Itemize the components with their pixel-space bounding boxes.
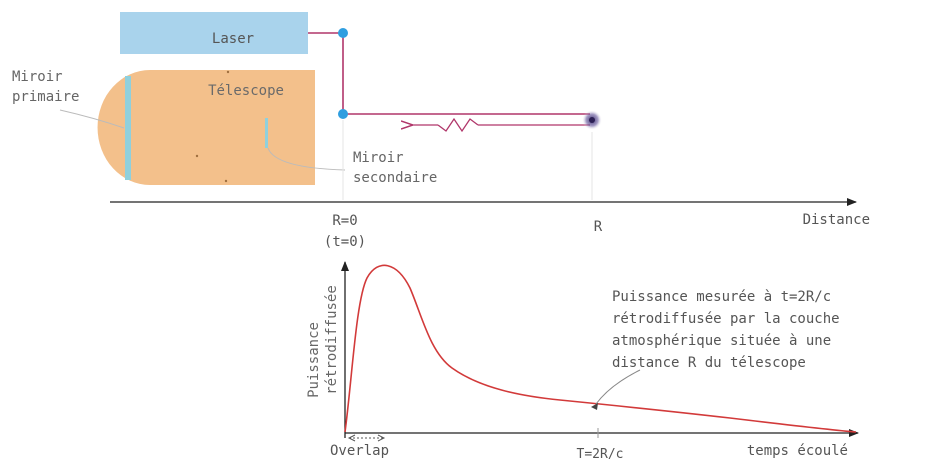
y-axis-label-line1: Puissance <box>306 322 322 398</box>
primary-mirror-leader <box>59 109 125 129</box>
primary-mirror <box>125 76 131 180</box>
r0-label: R=0 <box>332 213 357 229</box>
power-curve <box>344 264 857 433</box>
annotation-line-3: atmosphérique située à une <box>612 333 831 349</box>
time-axis-label: temps écoulé <box>747 443 848 459</box>
secondary-mirror-leader <box>267 147 346 171</box>
telescope-body <box>97 70 316 185</box>
secondary-mirror-label-line2: secondaire <box>353 170 437 186</box>
t2rc-label: T=2R/c <box>577 447 624 459</box>
overlap-label: Overlap <box>330 443 389 459</box>
distance-axis-label: Distance <box>803 212 870 228</box>
primary-mirror-label-line2: primaire <box>12 89 79 105</box>
laser-box <box>120 12 308 54</box>
beam-node-bottom <box>338 109 348 119</box>
r-label: R <box>594 219 603 235</box>
telescope-label: Télescope <box>208 83 284 99</box>
annotation-line-1: Puissance mesurée à t=2R/c <box>612 289 831 305</box>
telescope-dot <box>195 154 199 158</box>
overlap-arrow-left <box>347 434 356 442</box>
annotation-line-2: rétrodiffusée par la couche <box>612 311 840 327</box>
annotation-arrowhead <box>591 403 598 410</box>
laser-label: Laser <box>212 31 254 47</box>
beam-node-top <box>338 28 348 38</box>
t0-label: (t=0) <box>324 234 366 250</box>
scattering-particle-core <box>589 117 595 123</box>
secondary-mirror <box>265 118 268 148</box>
overlap-arrow-right <box>377 434 386 442</box>
laser-beam-path <box>308 32 590 115</box>
y-axis-label-line2: rétrodiffusée <box>324 285 340 395</box>
annotation-leader <box>595 369 641 405</box>
annotation-line-4: distance R du télescope <box>612 355 806 371</box>
secondary-mirror-label-line1: Miroir <box>353 150 404 166</box>
telescope-dot <box>224 179 228 183</box>
backscatter-wave <box>437 117 479 133</box>
primary-mirror-label-line1: Miroir <box>12 69 63 85</box>
telescope-dot <box>226 70 230 74</box>
